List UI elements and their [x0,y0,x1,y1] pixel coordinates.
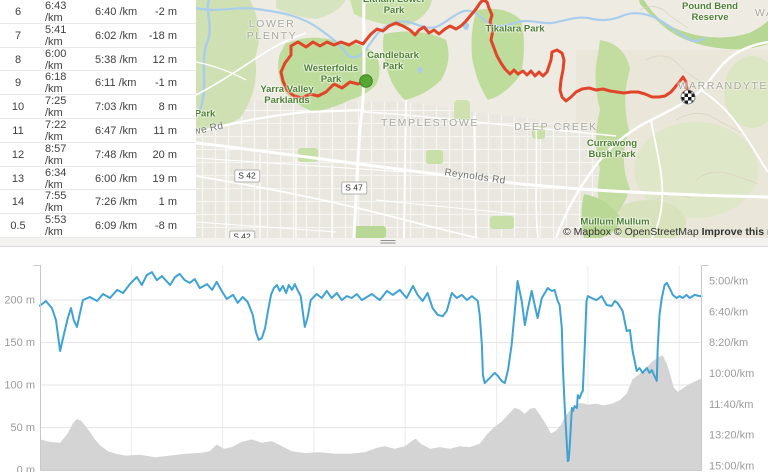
split-row[interactable]: 7 5:41 /km 6:02 /km -18 m [0,24,196,48]
pace-elevation-chart[interactable]: 200 m 150 m 100 m 50 m 0 m 5:00/km 6:40/km 8:20… [0,250,768,472]
right-axis-tick-label: 13:20/km [709,430,754,442]
split-pace: 6:00 /km [45,47,67,72]
pace-line [39,271,703,463]
right-axis-tick-label: 11:40/km [709,399,753,411]
elevation-area [40,355,702,470]
split-number: 6 [14,6,22,18]
split-elevation: 20 m [152,148,177,161]
split-gap: 6:11 /km [95,77,137,90]
split-pace: 7:55 /km [45,190,67,215]
split-row[interactable]: 9 6:18 /km 6:11 /km -1 m [0,71,196,95]
split-row[interactable]: 6 6:43 /km 6:40 /km -2 m [0,0,196,24]
right-axis-tick-label: 5:00/km [709,276,748,288]
route-path [279,0,690,103]
split-elevation: -1 m [155,77,177,90]
split-number: 10 [11,101,25,114]
split-pace: 7:25 /km [45,95,67,120]
split-row[interactable]: 10 7:25 /km 7:03 /km 8 m [0,95,196,119]
split-row[interactable]: 0.5 5:53 /km 6:09 /km -8 m [0,214,196,238]
split-pace: 5:53 /km [45,214,67,238]
road-shield: S 42 [229,230,255,238]
map-roads [196,0,768,238]
right-axis-tick-label: 6:40/km [709,306,748,318]
split-number: 0.5 [10,220,26,233]
split-gap: 6:40 /km [95,6,138,18]
left-axis-tick-label: 0 m [17,465,35,472]
split-pace: 5:41 /km [45,23,67,48]
split-gap: 7:48 /km [95,148,138,161]
left-axis-tick-label: 50 m [11,422,35,434]
chart-axes [33,265,709,471]
split-elevation: 1 m [158,196,177,209]
split-number: 7 [14,29,22,42]
split-pace: 6:18 /km [45,71,67,96]
split-pace: 8:57 /km [45,142,67,167]
split-gap: 7:03 /km [95,101,138,114]
split-elevation: -18 m [148,29,177,42]
attribution-links[interactable]: © Mapbox © OpenStreetMap [563,226,702,238]
split-pace: 7:22 /km [45,118,67,143]
split-row[interactable]: 11 7:22 /km 6:47 /km 11 m [0,119,196,143]
split-elevation: 8 m [158,101,177,114]
split-gap: 6:02 /km [95,29,138,42]
split-elevation: 19 m [152,172,177,185]
split-number: 14 [11,196,25,209]
map-canvas [196,0,768,238]
split-gap: 6:00 /km [95,172,138,185]
split-row[interactable]: 12 8:57 /km 7:48 /km 20 m [0,143,196,167]
improve-map-link[interactable]: Improve this map [701,226,768,238]
chart-canvas: 200 m 150 m 100 m 50 m 0 m 5:00/km 6:40/km 8:20… [4,265,754,472]
split-pace: 6:34 /km [45,166,67,191]
chart-resize-handle[interactable] [380,240,396,245]
split-gap: 6:09 /km [95,220,138,233]
split-number: 12 [11,148,25,161]
split-number: 13 [11,172,25,185]
right-axis-tick-label: 10:00/km [709,368,754,380]
finish-marker-icon[interactable] [680,89,696,105]
split-number: 9 [14,77,22,90]
split-row[interactable]: 14 7:55 /km 7:26 /km 1 m [0,190,196,214]
split-gap: 6:47 /km [95,124,138,137]
pond [417,66,423,74]
right-axis-tick-label: 15:00/km [709,461,754,472]
split-row[interactable]: 8 6:00 /km 5:38 /km 12 m [0,48,196,72]
road-shield: S 42 [234,169,260,183]
map-attribution[interactable]: © Mapbox © OpenStreetMap Improve this ma… [563,226,768,238]
split-elevation: -8 m [155,220,177,233]
left-axis-tick-label: 200 m [4,295,35,307]
left-axis-tick-label: 150 m [4,337,35,349]
split-elevation: 11 m [153,124,177,137]
right-axis-tick-label: 8:20/km [709,337,748,349]
split-number: 11 [12,124,24,137]
map-contour-lines [615,6,759,201]
route-map[interactable]: LOWER PLENTY TEMPLESTOWE DEEP CREEK WARRAND… [196,0,768,238]
left-axis-tick-label: 100 m [4,380,35,392]
split-elevation: 12 m [152,53,177,66]
split-gap: 5:38 /km [95,53,138,66]
split-elevation: -2 m [155,6,177,18]
split-pace: 6:43 /km [45,0,67,24]
road-shield: S 47 [341,181,367,195]
splits-table: 6 6:43 /km 6:40 /km -2 m 7 5:41 /km 6:02 /km -1… [0,0,196,238]
split-gap: 7:26 /km [95,196,138,209]
split-row[interactable]: 13 6:34 /km 6:00 /km 19 m [0,167,196,191]
pane-divider [0,238,768,247]
map-park-shapes [196,0,768,238]
start-marker-icon[interactable] [359,74,373,88]
split-number: 8 [14,53,22,66]
